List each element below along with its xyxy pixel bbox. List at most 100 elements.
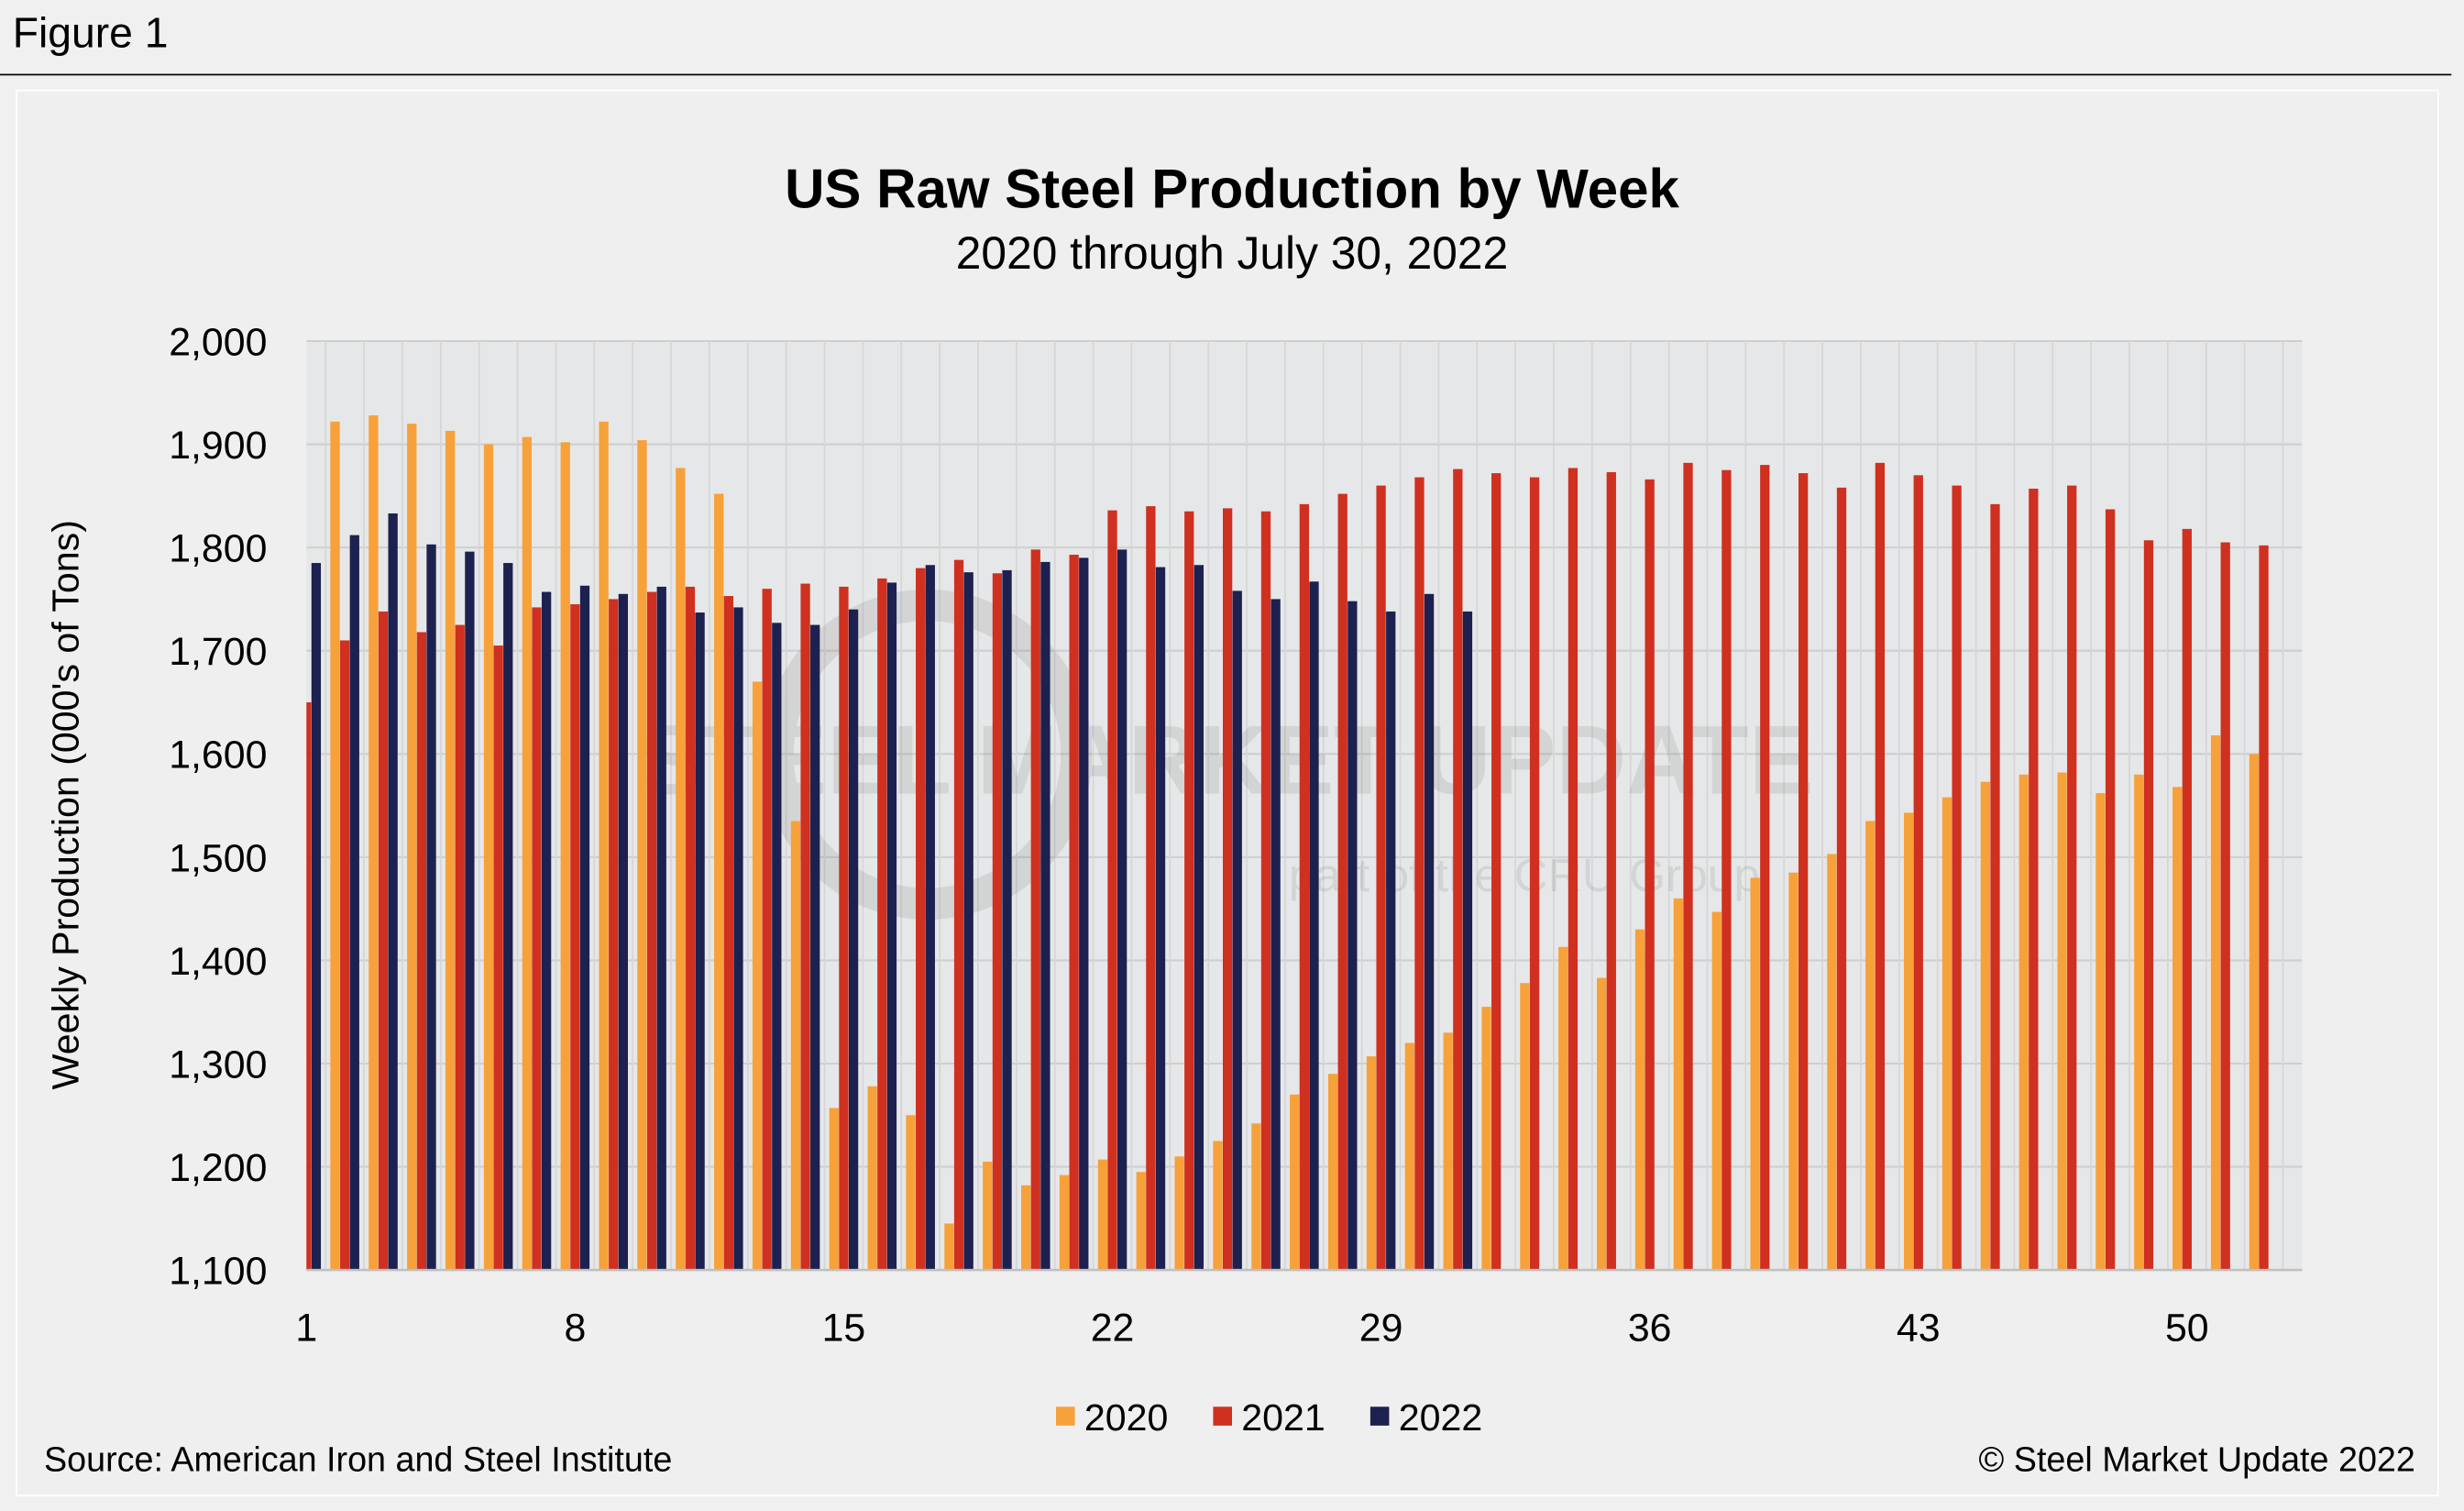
- bar-2020-week-36: [1634, 929, 1645, 1271]
- bar-2020-week-24: [1174, 1156, 1184, 1271]
- bar-2022-week-24: [1194, 565, 1204, 1271]
- bar-2021-week-24: [1184, 511, 1194, 1271]
- bar-2021-week-8: [570, 604, 580, 1271]
- bar-2021-week-47: [2067, 485, 2077, 1271]
- bar-2021-week-9: [609, 599, 619, 1271]
- bar-2020-week-39: [1750, 877, 1760, 1271]
- bar-2020-week-7: [522, 436, 533, 1271]
- bar-2021-week-43: [1913, 475, 1923, 1271]
- bar-2021-week-39: [1760, 465, 1770, 1271]
- y-tick-label: 1,100: [169, 1250, 267, 1294]
- bar-2021-week-25: [1222, 508, 1233, 1271]
- bar-2022-week-31: [1462, 611, 1473, 1271]
- bar-2021-week-12: [723, 596, 733, 1271]
- bar-2022-week-26: [1270, 599, 1281, 1271]
- bar-2020-week-41: [1827, 854, 1837, 1271]
- bar-2021-week-28: [1337, 493, 1348, 1271]
- y-tick-label: 1,800: [169, 527, 267, 571]
- bar-2021-week-6: [493, 645, 503, 1271]
- bar-2022-week-1: [311, 563, 322, 1271]
- bar-2021-week-22: [1107, 510, 1117, 1271]
- bar-2020-week-28: [1327, 1074, 1338, 1271]
- legend-swatch-2021: [1213, 1406, 1233, 1426]
- bar-2020-week-1: [292, 449, 302, 1270]
- bar-2020-week-16: [867, 1086, 877, 1271]
- bar-2020-week-34: [1558, 946, 1568, 1271]
- bar-2021-week-14: [800, 583, 810, 1271]
- y-tick-label: 1,500: [169, 836, 267, 880]
- bar-2020-week-51: [2210, 735, 2221, 1271]
- bar-2021-week-13: [762, 589, 772, 1271]
- x-tick-label: 43: [1897, 1306, 1941, 1350]
- bar-2021-week-52: [2259, 545, 2269, 1271]
- bar-2020-week-44: [1942, 797, 1952, 1271]
- bar-2020-week-26: [1251, 1123, 1261, 1271]
- bar-2021-week-30: [1414, 477, 1424, 1271]
- bar-2022-week-2: [349, 535, 359, 1271]
- bar-2020-week-12: [714, 493, 724, 1271]
- bar-2020-week-46: [2018, 774, 2029, 1271]
- bar-2021-week-32: [1491, 473, 1502, 1271]
- bar-2020-week-8: [560, 442, 570, 1271]
- bar-2021-week-7: [532, 607, 542, 1271]
- bar-2021-week-26: [1260, 511, 1271, 1271]
- bar-2022-week-5: [465, 551, 475, 1271]
- legend-label-2022: 2022: [1399, 1396, 1483, 1439]
- y-tick-label: 1,300: [169, 1042, 267, 1086]
- bar-2020-week-35: [1597, 977, 1607, 1271]
- legend-swatch-2022: [1370, 1406, 1390, 1426]
- x-tick-label: 8: [564, 1306, 586, 1350]
- bar-2022-week-11: [695, 612, 705, 1271]
- bar-2021-week-3: [378, 611, 389, 1271]
- bar-2020-week-30: [1404, 1042, 1414, 1271]
- bar-2020-week-19: [983, 1161, 993, 1271]
- bar-2020-week-18: [944, 1223, 954, 1271]
- bar-2021-week-20: [1030, 549, 1040, 1271]
- bar-2020-week-13: [752, 681, 763, 1271]
- bar-2021-week-31: [1453, 469, 1463, 1271]
- divider: [0, 73, 2452, 76]
- bar-2022-week-16: [886, 582, 897, 1271]
- bar-2020-week-9: [599, 421, 609, 1271]
- bar-2020-week-5: [445, 430, 456, 1271]
- bar-2021-week-11: [685, 586, 696, 1271]
- bar-2021-week-27: [1299, 503, 1310, 1271]
- bar-2022-week-8: [579, 585, 590, 1271]
- bar-2021-week-42: [1875, 462, 1886, 1271]
- y-axis-label: Weekly Production (000's of Tons): [45, 520, 87, 1089]
- bar-2020-week-20: [1021, 1185, 1031, 1271]
- bar-2020-week-2: [330, 421, 340, 1271]
- bar-2020-week-3: [368, 415, 379, 1271]
- x-tick-label: 15: [822, 1306, 866, 1350]
- bar-2022-week-15: [848, 609, 859, 1271]
- bar-2020-week-45: [1980, 781, 1990, 1271]
- bar-2021-week-2: [340, 640, 350, 1271]
- y-tick-label: 1,600: [169, 733, 267, 778]
- bar-2020-week-31: [1443, 1032, 1453, 1271]
- bar-2020-week-38: [1711, 911, 1722, 1271]
- bar-2021-week-45: [1990, 503, 2000, 1271]
- bar-2022-week-17: [925, 565, 935, 1271]
- bar-2021-week-29: [1376, 485, 1386, 1271]
- bar-2020-week-21: [1059, 1175, 1070, 1271]
- bar-2020-week-48: [2096, 793, 2106, 1271]
- bar-2022-week-9: [618, 593, 629, 1271]
- bar-2022-week-30: [1424, 593, 1435, 1271]
- bar-2022-week-4: [426, 544, 436, 1271]
- bar-2020-week-47: [2057, 772, 2067, 1271]
- bar-2020-week-33: [1520, 983, 1530, 1271]
- bar-2022-week-12: [733, 607, 743, 1271]
- bar-2021-week-19: [992, 573, 1003, 1271]
- bar-2021-week-41: [1836, 487, 1847, 1271]
- bar-2020-week-29: [1366, 1056, 1377, 1271]
- bar-2022-week-14: [810, 624, 820, 1271]
- copyright-note: © Steel Market Update 2022: [1979, 1440, 2415, 1479]
- bar-2020-week-50: [2172, 787, 2183, 1271]
- bar-2021-week-21: [1069, 555, 1079, 1271]
- x-tick-label: 1: [295, 1306, 317, 1350]
- bar-2022-week-27: [1309, 581, 1319, 1271]
- bar-2021-week-10: [646, 591, 657, 1271]
- bar-2021-week-36: [1644, 479, 1655, 1271]
- bar-2022-week-29: [1386, 611, 1396, 1271]
